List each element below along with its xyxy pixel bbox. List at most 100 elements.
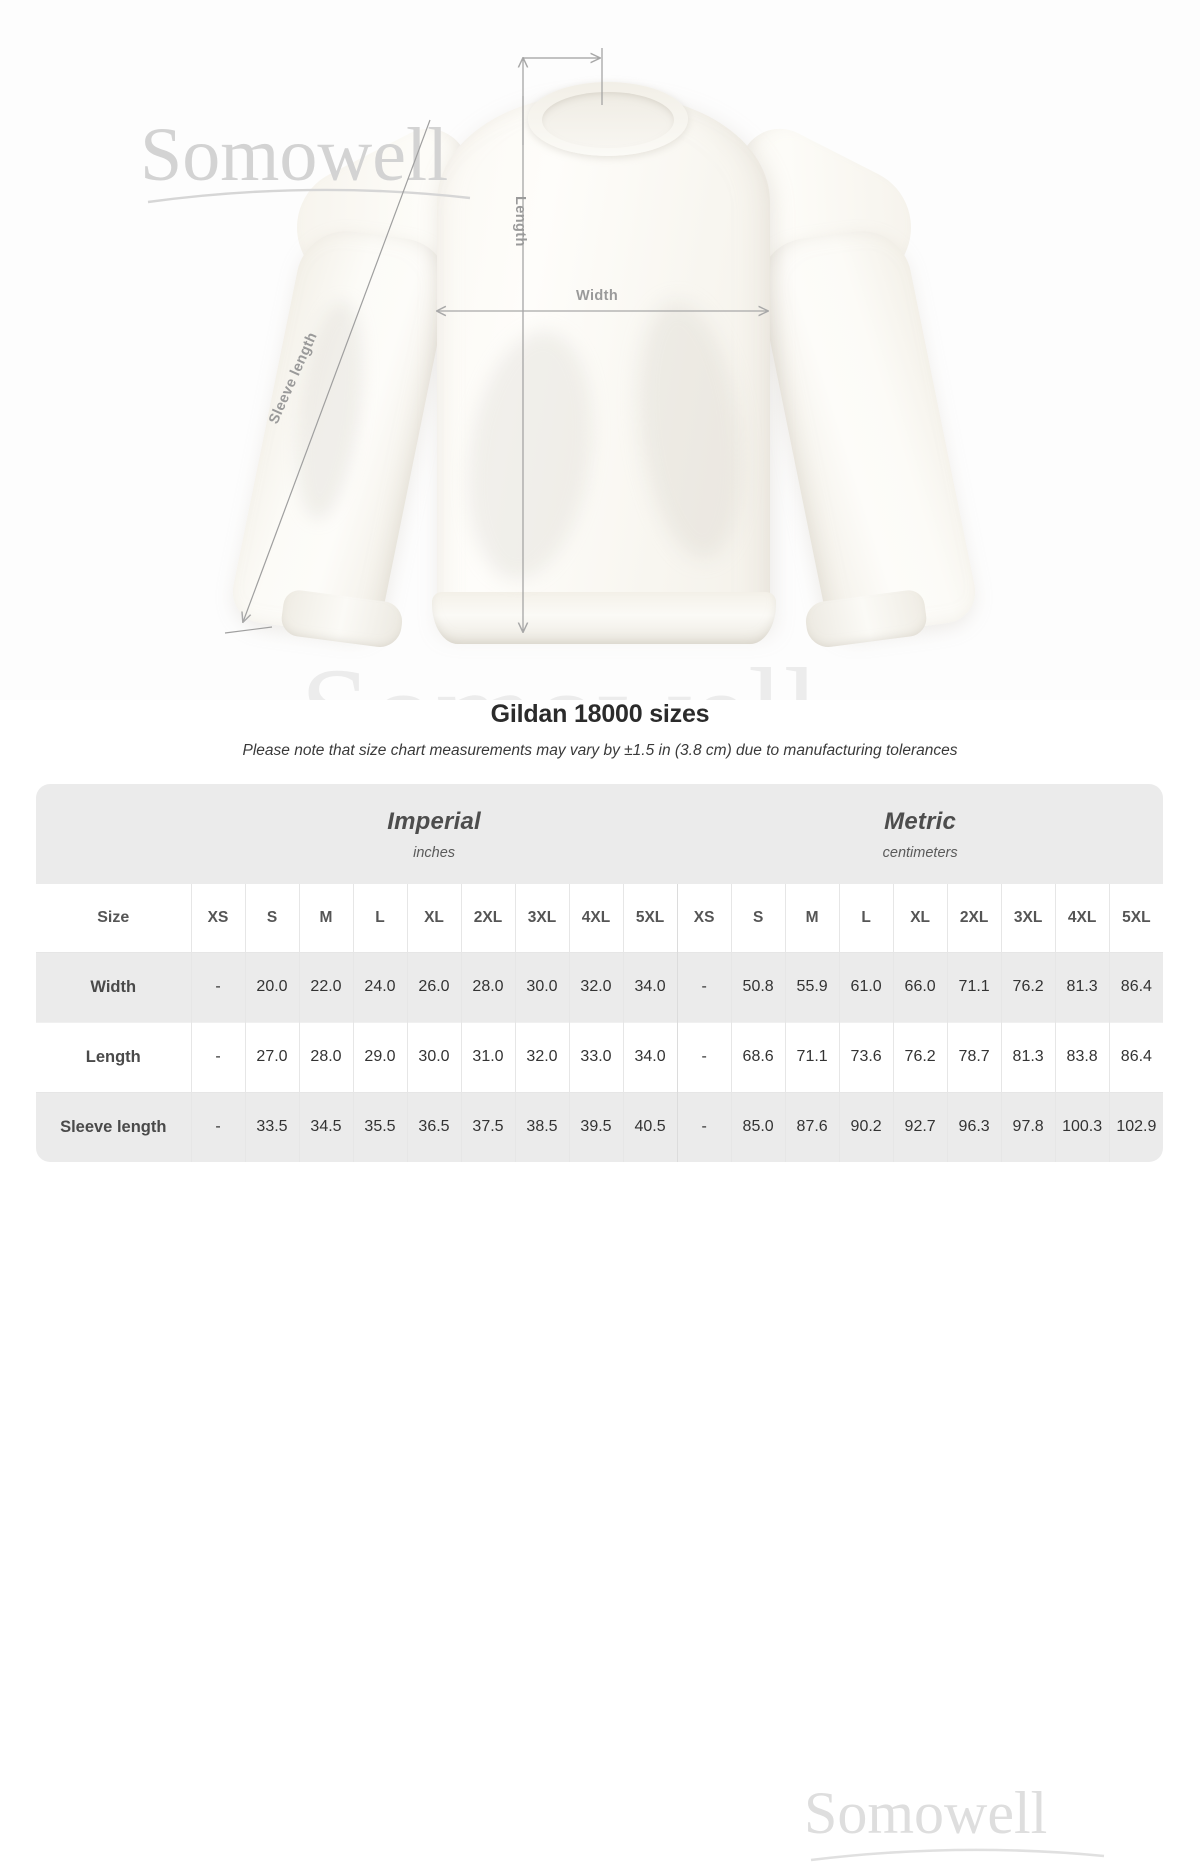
watermark-center: Somowell — [300, 640, 819, 700]
cell-value: 28.0 — [298, 1021, 353, 1092]
header-size-5xl-imperial: 5XL — [622, 884, 678, 952]
cell-value: 36.5 — [406, 1091, 461, 1162]
cell-value: - — [676, 1091, 732, 1162]
cell-value: 76.2 — [1000, 951, 1056, 1022]
cell-value: 86.4 — [1108, 951, 1164, 1022]
header-size-m-imperial: M — [298, 884, 353, 952]
metric-unit: centimeters — [882, 844, 958, 861]
cell-value: 30.0 — [514, 951, 569, 1022]
table-header-row: Size XS S M L XL 2XL 3XL 4XL 5XL XS S M L XL 2XL 3XL 4XL 5… — [36, 884, 1164, 952]
cell-value: 32.0 — [568, 951, 623, 1022]
cell-value: 68.6 — [730, 1021, 786, 1092]
cell-value: 22.0 — [298, 951, 353, 1022]
header-size-4xl-metric: 4XL — [1054, 884, 1110, 952]
bottom-hem — [432, 592, 776, 644]
watermark-table: Somowell — [804, 1780, 1048, 1846]
cell-value: 30.0 — [406, 1021, 461, 1092]
header-size-xs-metric: XS — [676, 884, 732, 952]
metric-title: Metric — [884, 807, 957, 835]
collar-inner — [542, 92, 674, 148]
header-size-s-metric: S — [730, 884, 786, 952]
cell-value: 66.0 — [892, 951, 948, 1022]
row-label: Length — [36, 1021, 191, 1092]
cell-value: 78.7 — [946, 1021, 1002, 1092]
header-size-4xl-imperial: 4XL — [568, 884, 623, 952]
cell-value: 27.0 — [244, 1021, 299, 1092]
header-size-2xl-imperial: 2XL — [460, 884, 515, 952]
header-size-3xl-imperial: 3XL — [514, 884, 569, 952]
cell-value: 97.8 — [1000, 1091, 1056, 1162]
cell-value: 38.5 — [514, 1091, 569, 1162]
header-size-l-imperial: L — [352, 884, 407, 952]
cell-value: - — [676, 951, 732, 1022]
header-size-s-imperial: S — [244, 884, 299, 952]
cell-value: 61.0 — [838, 951, 894, 1022]
row-label: Sleeve length — [36, 1091, 191, 1162]
header-size-xl-metric: XL — [892, 884, 948, 952]
cell-value: 24.0 — [352, 951, 407, 1022]
cell-value: - — [190, 951, 245, 1022]
imperial-unit: inches — [413, 844, 456, 861]
tolerance-note: Please note that size chart measurements… — [242, 742, 958, 759]
cell-value: 87.6 — [784, 1091, 840, 1162]
cell-value: 73.6 — [838, 1021, 894, 1092]
cell-value: - — [190, 1021, 245, 1092]
unit-system-imperial: Imperial inches — [191, 784, 678, 884]
cell-value: - — [190, 1091, 245, 1162]
table-row: Width -20.0 22.0 24.0 26.0 28.0 30.0 32.0 34.0-5… — [36, 951, 1164, 1022]
imperial-title: Imperial — [387, 807, 481, 835]
header-size-l-metric: L — [838, 884, 894, 952]
unit-system-band: Imperial inches Metric centimeters — [36, 784, 1164, 884]
size-chart-table: Imperial inches Metric centimeters Size X… — [36, 784, 1164, 1162]
band-spacer-left — [36, 784, 191, 884]
page-title: Gildan 18000 sizes — [490, 700, 710, 728]
table-body: Width -20.0 22.0 24.0 26.0 28.0 30.0 32.0 34.0-5… — [36, 951, 1164, 1162]
header-size-xl-imperial: XL — [406, 884, 461, 952]
right-sleeve — [750, 225, 982, 639]
header-size-2xl-metric: 2XL — [946, 884, 1002, 952]
cell-value: 32.0 — [514, 1021, 569, 1092]
cell-value: 33.0 — [568, 1021, 623, 1092]
cell-value: - — [676, 1021, 732, 1092]
header-size-5xl-metric: 5XL — [1108, 884, 1164, 952]
width-label: Width — [576, 288, 619, 304]
watermark-swoosh — [810, 1848, 1105, 1862]
cell-value: 33.5 — [244, 1091, 299, 1162]
table-row: Length -27.0 28.0 29.0 30.0 31.0 32.0 33.0 34.0-… — [36, 1021, 1164, 1092]
cell-value: 35.5 — [352, 1091, 407, 1162]
row-label: Width — [36, 951, 191, 1022]
garment-illustration: Somowell Somowell Length Width Sleeve le — [0, 0, 1200, 700]
header-size-3xl-metric: 3XL — [1000, 884, 1056, 952]
title-block: Gildan 18000 sizes Please note that size… — [0, 700, 1200, 760]
cell-value: 50.8 — [730, 951, 786, 1022]
sweatshirt-graphic — [0, 0, 1200, 700]
cell-value: 34.5 — [298, 1091, 353, 1162]
header-size-column: Size — [36, 884, 191, 952]
watermark-swoosh — [147, 188, 471, 204]
garment-body — [437, 95, 770, 630]
cell-value: 71.1 — [784, 1021, 840, 1092]
cell-value: 86.4 — [1108, 1021, 1164, 1092]
cell-value: 34.0 — [622, 951, 678, 1022]
cell-value: 92.7 — [892, 1091, 948, 1162]
cell-value: 102.9 — [1108, 1091, 1164, 1162]
cell-value: 90.2 — [838, 1091, 894, 1162]
header-size-xs-imperial: XS — [190, 884, 245, 952]
cell-value: 29.0 — [352, 1021, 407, 1092]
cell-value: 34.0 — [622, 1021, 678, 1092]
cell-value: 96.3 — [946, 1091, 1002, 1162]
cell-value: 81.3 — [1000, 1021, 1056, 1092]
cell-value: 31.0 — [460, 1021, 515, 1092]
cell-value: 39.5 — [568, 1091, 623, 1162]
cell-value: 100.3 — [1054, 1091, 1110, 1162]
cell-value: 40.5 — [622, 1091, 678, 1162]
size-table-container: Imperial inches Metric centimeters Size X… — [36, 784, 1164, 1862]
cell-value: 55.9 — [784, 951, 840, 1022]
table-row: Sleeve length -33.5 34.5 35.5 36.5 37.5 38.5 39… — [36, 1091, 1164, 1162]
cell-value: 28.0 — [460, 951, 515, 1022]
cell-value: 37.5 — [460, 1091, 515, 1162]
cell-value: 76.2 — [892, 1021, 948, 1092]
cell-value: 71.1 — [946, 951, 1002, 1022]
unit-system-metric: Metric centimeters — [677, 784, 1164, 884]
length-label: Length — [512, 196, 528, 247]
